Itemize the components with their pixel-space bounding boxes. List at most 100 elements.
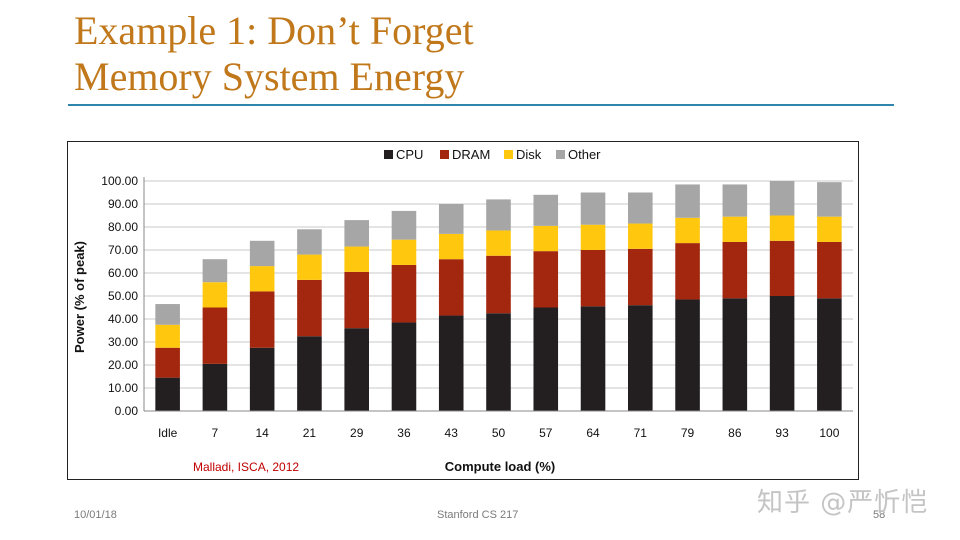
- bar-segment-cpu-29: [344, 328, 369, 411]
- bar-segment-dram-29: [344, 271, 369, 329]
- bar-segment-cpu-79: [675, 299, 700, 411]
- legend: CPU DRAM Disk Other: [384, 147, 601, 162]
- bar-segment-cpu-7: [202, 363, 228, 411]
- chart-frame: 0.00 10.00 20.00 30.00 40.00 50.00 60.00 70.00 8…: [67, 141, 859, 480]
- footer-date: 10/01/18: [74, 509, 117, 521]
- bar-segment-disk-86: [722, 216, 748, 242]
- x-tick-label: 36: [397, 426, 411, 440]
- bar-segment-dram-93: [769, 240, 795, 296]
- bar-segment-other-14: [249, 240, 275, 267]
- bar-segment-disk-idle: [155, 324, 180, 348]
- y-axis-label: Power (% of peak): [72, 241, 87, 353]
- bar-segment-disk-93: [769, 215, 795, 241]
- bar-segment-disk-64: [580, 224, 606, 250]
- slide-title-line1: Example 1: Don’t Forget: [74, 8, 474, 53]
- bars: [155, 181, 842, 411]
- x-tick-label: 7: [212, 426, 219, 440]
- bar-segment-disk-29: [344, 246, 369, 272]
- legend-label-disk: Disk: [516, 147, 542, 162]
- x-tick-label: 64: [586, 426, 600, 440]
- citation-annotation: Malladi, ISCA, 2012: [193, 460, 299, 474]
- x-tick-label: 29: [350, 426, 364, 440]
- y-tick-label: 0.00: [115, 404, 139, 418]
- bar-segment-other-93: [769, 181, 795, 216]
- bar-segment-disk-50: [486, 230, 511, 256]
- bar-segment-dram-43: [438, 259, 464, 316]
- bar-segment-other-79: [675, 184, 700, 218]
- bar-segment-other-36: [391, 210, 417, 240]
- bar-segment-disk-14: [249, 266, 275, 292]
- bar-segment-cpu-86: [722, 298, 748, 411]
- bar-segment-other-21: [297, 229, 322, 255]
- bar-segment-disk-71: [628, 223, 653, 249]
- watermark: 知乎 @严忻恺: [757, 488, 929, 518]
- bar-segment-cpu-21: [297, 336, 322, 411]
- bar-segment-other-idle: [155, 304, 180, 325]
- bar-segment-cpu-100: [817, 298, 842, 411]
- x-tick-label: 21: [303, 426, 317, 440]
- bar-segment-dram-100: [817, 241, 842, 299]
- bar-segment-disk-43: [438, 233, 464, 260]
- y-tick-label: 10.00: [108, 381, 138, 395]
- bar-segment-cpu-50: [486, 313, 511, 411]
- slide-title-line2: Memory System Energy: [74, 54, 465, 99]
- x-tick-label: 79: [681, 426, 695, 440]
- page-number: 58: [873, 509, 886, 521]
- bar-segment-dram-36: [391, 264, 417, 323]
- bar-segment-dram-idle: [155, 347, 180, 378]
- bar-segment-other-71: [628, 192, 653, 224]
- bar-segment-disk-36: [391, 239, 417, 265]
- y-tick-label: 60.00: [108, 266, 138, 280]
- bar-segment-dram-50: [486, 255, 511, 314]
- bar-segment-other-29: [344, 220, 369, 247]
- bar-segment-disk-21: [297, 254, 322, 280]
- y-tick-label: 90.00: [108, 197, 138, 211]
- y-tick-label: 100.00: [101, 174, 138, 188]
- x-axis-label: Compute load (%): [445, 459, 556, 474]
- legend-label-other: Other: [568, 147, 601, 162]
- footer-course: Stanford CS 217: [437, 509, 519, 521]
- bar-segment-dram-71: [628, 248, 653, 306]
- x-tick-label: 100: [819, 426, 839, 440]
- bar-segment-cpu-57: [533, 307, 559, 411]
- x-tick-label: 71: [634, 426, 648, 440]
- legend-swatch-disk: [504, 150, 513, 159]
- y-tick-label: 80.00: [108, 220, 138, 234]
- slide-title: Example 1: Don’t Forget Memory System En…: [74, 8, 474, 100]
- bar-segment-dram-21: [297, 279, 322, 337]
- bar-segment-cpu-43: [438, 315, 464, 411]
- bar-segment-cpu-93: [769, 296, 795, 411]
- bar-segment-cpu-36: [391, 322, 417, 411]
- x-tick-label: 86: [728, 426, 742, 440]
- legend-swatch-dram: [440, 150, 449, 159]
- bar-segment-cpu-idle: [155, 377, 180, 411]
- bar-segment-cpu-71: [628, 305, 653, 411]
- y-tick-label: 40.00: [108, 312, 138, 326]
- title-divider: [68, 104, 894, 106]
- x-tick-label: 14: [255, 426, 269, 440]
- y-tick-label: 20.00: [108, 358, 138, 372]
- x-tick-label: 93: [775, 426, 789, 440]
- legend-swatch-cpu: [384, 150, 393, 159]
- bar-segment-disk-7: [202, 282, 228, 308]
- legend-swatch-other: [556, 150, 565, 159]
- bar-segment-dram-79: [675, 243, 700, 300]
- bar-segment-other-100: [817, 182, 842, 217]
- bar-segment-other-7: [202, 259, 228, 283]
- bar-segment-other-64: [580, 192, 606, 225]
- bar-segment-dram-7: [202, 307, 228, 364]
- legend-label-dram: DRAM: [452, 147, 490, 162]
- x-tick-label: 57: [539, 426, 553, 440]
- y-tick-label: 70.00: [108, 243, 138, 257]
- stacked-bar-chart: 0.00 10.00 20.00 30.00 40.00 50.00 60.00 70.00 8…: [72, 147, 853, 474]
- bar-segment-cpu-14: [249, 347, 275, 411]
- bar-segment-disk-100: [817, 216, 842, 242]
- bar-segment-other-86: [722, 184, 748, 217]
- bar-segment-disk-57: [533, 225, 559, 252]
- bar-segment-dram-64: [580, 250, 606, 307]
- bar-segment-other-43: [438, 204, 464, 234]
- bar-segment-dram-57: [533, 251, 559, 308]
- axes: 0.00 10.00 20.00 30.00 40.00 50.00 60.00 70.00 8…: [101, 174, 853, 440]
- y-tick-label: 30.00: [108, 335, 138, 349]
- bar-segment-dram-14: [249, 291, 275, 348]
